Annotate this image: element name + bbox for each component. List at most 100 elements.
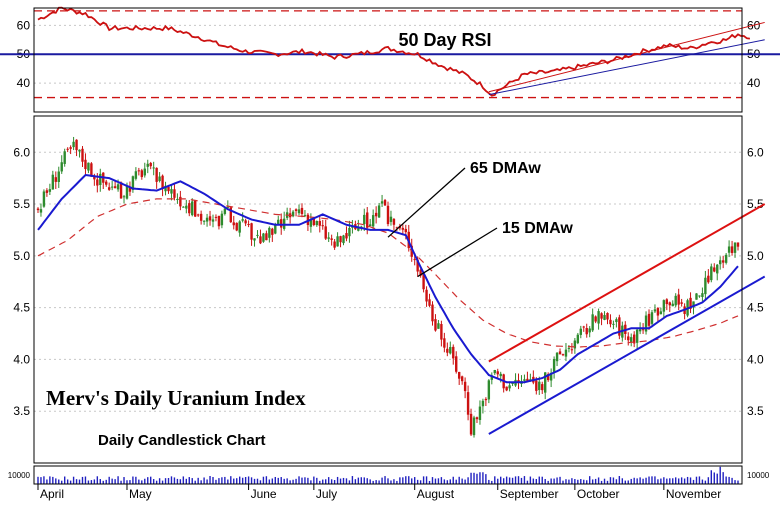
candle-body: [342, 235, 345, 244]
candle-body: [389, 216, 393, 222]
ma65-line: [37, 198, 739, 348]
candle-body: [549, 372, 553, 381]
candle-body: [555, 352, 559, 362]
candle-body: [475, 417, 479, 420]
candle-body: [143, 168, 146, 176]
candle-body: [564, 349, 568, 357]
candle-body: [535, 380, 538, 391]
candle-body: [211, 219, 215, 222]
candle-body: [182, 206, 185, 208]
candle-body: [122, 196, 126, 198]
candle-body: [75, 139, 78, 151]
candle-body: [167, 186, 170, 192]
candle-body: [452, 346, 455, 359]
candle-body: [303, 215, 307, 217]
candle-body: [250, 223, 253, 240]
x-axis-label-april: April: [40, 487, 64, 501]
volume-panel: 10000 10000 April May June July August Septembe…: [8, 466, 770, 501]
candle-body: [208, 216, 212, 221]
candle-body: [369, 224, 372, 227]
candle-body: [609, 319, 612, 325]
candle-body: [371, 215, 375, 227]
candle-body: [419, 269, 422, 276]
candle-body: [96, 179, 99, 186]
candle-body: [627, 336, 630, 341]
candle-body: [392, 218, 396, 225]
x-axis-label-may: May: [129, 487, 152, 501]
candle-body: [505, 386, 508, 391]
candle-body: [635, 329, 639, 343]
candle-body: [66, 148, 69, 150]
candle-body: [665, 299, 669, 305]
candle-body: [131, 176, 135, 190]
candle-body: [48, 189, 52, 192]
price-tick-left: 4.0: [13, 352, 30, 366]
candle-body: [638, 329, 642, 332]
candle-body: [173, 189, 176, 198]
candle-body: [72, 141, 75, 148]
price-tick-right: 3.5: [747, 404, 764, 418]
candle-body: [235, 222, 238, 231]
candle-body: [93, 176, 96, 180]
candle-body: [689, 297, 692, 309]
candle-body: [591, 314, 594, 331]
candle-body: [395, 227, 399, 229]
candle-body: [644, 315, 648, 332]
candle-body: [561, 354, 565, 356]
candle-body: [146, 163, 149, 167]
candle-body: [455, 356, 458, 372]
candle-body: [60, 162, 63, 172]
candle-body: [357, 227, 360, 231]
candle-body: [105, 181, 108, 185]
candle-body: [573, 340, 577, 349]
candle-body: [478, 406, 482, 420]
candle-body: [196, 214, 200, 216]
candle-body: [113, 186, 117, 189]
x-axis-label-august: August: [417, 487, 455, 501]
candle-body: [84, 159, 87, 170]
candle-body: [692, 301, 695, 308]
candle-body: [707, 275, 710, 283]
candle-body: [87, 162, 90, 171]
price-frame: [33, 115, 743, 464]
candle-body: [618, 317, 621, 336]
candle-body: [321, 225, 324, 227]
candle-body: [366, 212, 369, 228]
candle-body: [149, 163, 152, 167]
candle-body: [116, 184, 120, 190]
candle-body: [659, 311, 663, 315]
volume-frame: [33, 465, 743, 485]
candle-body: [404, 228, 407, 233]
candle-body: [653, 309, 657, 312]
candle-body: [57, 171, 60, 183]
candle-body: [541, 384, 544, 391]
rsi-frame: [33, 7, 743, 113]
candle-body: [226, 206, 230, 208]
candle-body: [315, 221, 319, 226]
candle-body: [698, 295, 701, 297]
candle-body: [466, 392, 470, 415]
channel-upper-line: [488, 203, 766, 363]
x-axis-label-september: September: [500, 487, 559, 501]
candle-body: [668, 302, 671, 306]
rsi-tick-left: 40: [17, 76, 31, 90]
rsi-panel: 404050506060: [0, 6, 780, 99]
candle-body: [416, 259, 419, 272]
candle-body: [336, 236, 339, 247]
candle-body: [481, 400, 485, 407]
candle-body: [724, 254, 728, 263]
candle-body: [191, 201, 194, 216]
candle-body: [268, 227, 271, 238]
candle-body: [499, 373, 502, 377]
candle-body: [188, 203, 191, 214]
candle-body: [704, 277, 707, 295]
candle-body: [440, 324, 443, 340]
candle-body: [262, 233, 265, 242]
candle-body: [713, 267, 716, 272]
candle-body: [544, 372, 547, 393]
candle-body: [576, 334, 580, 344]
candle-body: [170, 189, 173, 194]
candle-body: [582, 326, 585, 328]
candle-body: [158, 176, 161, 182]
candle-body: [727, 246, 731, 253]
